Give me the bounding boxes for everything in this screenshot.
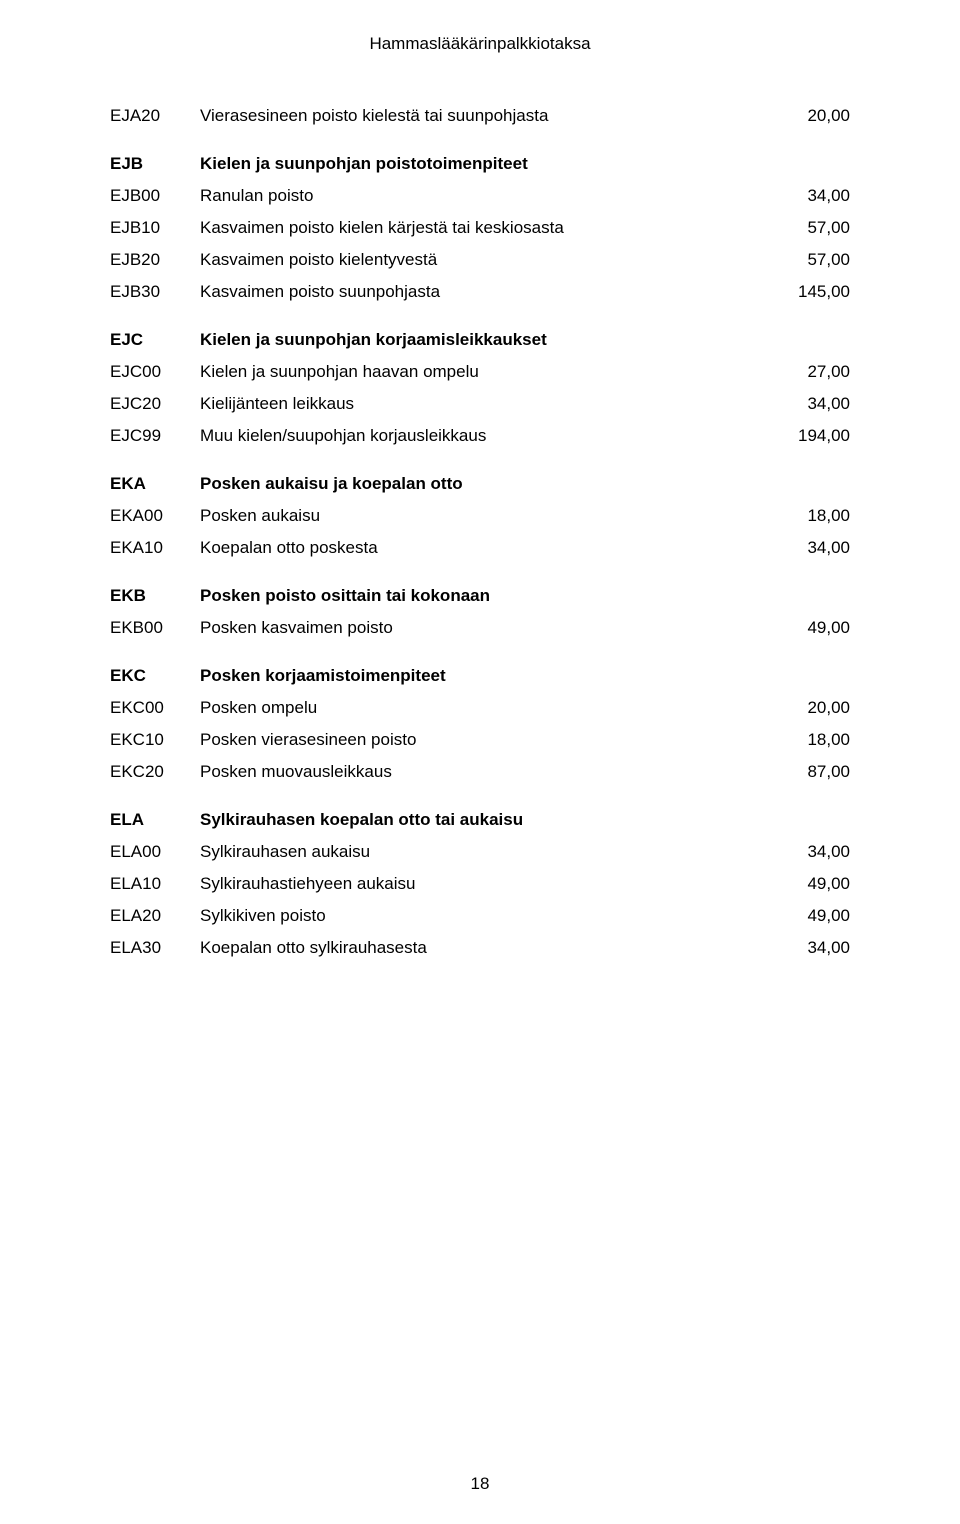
item-description: Koepalan otto poskesta (200, 538, 807, 558)
section-title: Kielen ja suunpohjan poistotoimenpiteet (200, 154, 850, 174)
price-row: EJC20Kielijänteen leikkaus34,00 (110, 394, 850, 414)
section-header: EKBPosken poisto osittain tai kokonaan (110, 586, 850, 606)
price-row: EJA20Vierasesineen poisto kielestä tai s… (110, 106, 850, 126)
item-value: 34,00 (807, 938, 850, 958)
price-row: EJC00Kielen ja suunpohjan haavan ompelu2… (110, 362, 850, 382)
item-value: 57,00 (807, 218, 850, 238)
page-number: 18 (0, 1474, 960, 1494)
section-header: ELASylkirauhasen koepalan otto tai aukai… (110, 810, 850, 830)
page: Hammaslääkärinpalkkiotaksa EJA20Vierases… (0, 0, 960, 1524)
section-title: Posken korjaamistoimenpiteet (200, 666, 850, 686)
item-value: 34,00 (807, 186, 850, 206)
item-value: 194,00 (798, 426, 850, 446)
item-description: Kasvaimen poisto kielentyvestä (200, 250, 807, 270)
price-row: ELA20Sylkikiven poisto49,00 (110, 906, 850, 926)
item-description: Ranulan poisto (200, 186, 807, 206)
price-row: EKC10Posken vierasesineen poisto18,00 (110, 730, 850, 750)
item-code: EJC99 (110, 426, 200, 446)
price-row: ELA30Koepalan otto sylkirauhasesta34,00 (110, 938, 850, 958)
item-code: ELA30 (110, 938, 200, 958)
price-row: ELA10Sylkirauhastiehyeen aukaisu49,00 (110, 874, 850, 894)
item-code: EKA00 (110, 506, 200, 526)
item-code: EJB10 (110, 218, 200, 238)
item-value: 34,00 (807, 842, 850, 862)
price-row: EKA10Koepalan otto poskesta34,00 (110, 538, 850, 558)
item-value: 34,00 (807, 394, 850, 414)
section-header: EJBKielen ja suunpohjan poistotoimenpite… (110, 154, 850, 174)
item-description: Sylkirauhastiehyeen aukaisu (200, 874, 807, 894)
price-row: EJB00Ranulan poisto34,00 (110, 186, 850, 206)
section-code: EKB (110, 586, 200, 606)
item-description: Posken aukaisu (200, 506, 807, 526)
item-code: ELA10 (110, 874, 200, 894)
item-code: ELA00 (110, 842, 200, 862)
item-code: EKC00 (110, 698, 200, 718)
item-code: EKC10 (110, 730, 200, 750)
item-value: 49,00 (807, 618, 850, 638)
item-code: EJB00 (110, 186, 200, 206)
item-description: Muu kielen/suupohjan korjausleikkaus (200, 426, 798, 446)
item-code: EKA10 (110, 538, 200, 558)
section-code: EKC (110, 666, 200, 686)
price-row: EKC00Posken ompelu20,00 (110, 698, 850, 718)
item-value: 34,00 (807, 538, 850, 558)
item-description: Posken vierasesineen poisto (200, 730, 807, 750)
section-header: EKAPosken aukaisu ja koepalan otto (110, 474, 850, 494)
item-description: Posken ompelu (200, 698, 807, 718)
item-code: EJA20 (110, 106, 200, 126)
item-code: EJC20 (110, 394, 200, 414)
price-row: EKC20Posken muovausleikkaus87,00 (110, 762, 850, 782)
section-code: EJC (110, 330, 200, 350)
item-value: 57,00 (807, 250, 850, 270)
item-value: 27,00 (807, 362, 850, 382)
item-description: Kasvaimen poisto suunpohjasta (200, 282, 798, 302)
item-value: 87,00 (807, 762, 850, 782)
item-code: ELA20 (110, 906, 200, 926)
item-description: Koepalan otto sylkirauhasesta (200, 938, 807, 958)
item-value: 18,00 (807, 730, 850, 750)
price-row: EJC99Muu kielen/suupohjan korjausleikkau… (110, 426, 850, 446)
item-value: 20,00 (807, 698, 850, 718)
content-area: EJA20Vierasesineen poisto kielestä tai s… (110, 106, 850, 958)
price-row: EJB30Kasvaimen poisto suunpohjasta145,00 (110, 282, 850, 302)
price-row: EKA00Posken aukaisu18,00 (110, 506, 850, 526)
item-description: Sylkikiven poisto (200, 906, 807, 926)
item-value: 145,00 (798, 282, 850, 302)
price-row: EJB20Kasvaimen poisto kielentyvestä57,00 (110, 250, 850, 270)
document-header: Hammaslääkärinpalkkiotaksa (110, 34, 850, 54)
item-code: EJC00 (110, 362, 200, 382)
section-header: EJCKielen ja suunpohjan korjaamisleikkau… (110, 330, 850, 350)
item-description: Kielijänteen leikkaus (200, 394, 807, 414)
item-code: EJB20 (110, 250, 200, 270)
section-title: Sylkirauhasen koepalan otto tai aukaisu (200, 810, 850, 830)
price-row: EKB00Posken kasvaimen poisto49,00 (110, 618, 850, 638)
item-value: 20,00 (807, 106, 850, 126)
item-code: EKB00 (110, 618, 200, 638)
item-value: 18,00 (807, 506, 850, 526)
section-title: Kielen ja suunpohjan korjaamisleikkaukse… (200, 330, 850, 350)
section-header: EKCPosken korjaamistoimenpiteet (110, 666, 850, 686)
section-title: Posken poisto osittain tai kokonaan (200, 586, 850, 606)
item-description: Posken muovausleikkaus (200, 762, 807, 782)
item-description: Vierasesineen poisto kielestä tai suunpo… (200, 106, 807, 126)
item-value: 49,00 (807, 906, 850, 926)
item-description: Kasvaimen poisto kielen kärjestä tai kes… (200, 218, 807, 238)
section-code: EJB (110, 154, 200, 174)
item-code: EJB30 (110, 282, 200, 302)
section-code: ELA (110, 810, 200, 830)
item-code: EKC20 (110, 762, 200, 782)
item-value: 49,00 (807, 874, 850, 894)
price-row: ELA00Sylkirauhasen aukaisu34,00 (110, 842, 850, 862)
item-description: Sylkirauhasen aukaisu (200, 842, 807, 862)
price-row: EJB10Kasvaimen poisto kielen kärjestä ta… (110, 218, 850, 238)
item-description: Kielen ja suunpohjan haavan ompelu (200, 362, 807, 382)
section-code: EKA (110, 474, 200, 494)
section-title: Posken aukaisu ja koepalan otto (200, 474, 850, 494)
item-description: Posken kasvaimen poisto (200, 618, 807, 638)
